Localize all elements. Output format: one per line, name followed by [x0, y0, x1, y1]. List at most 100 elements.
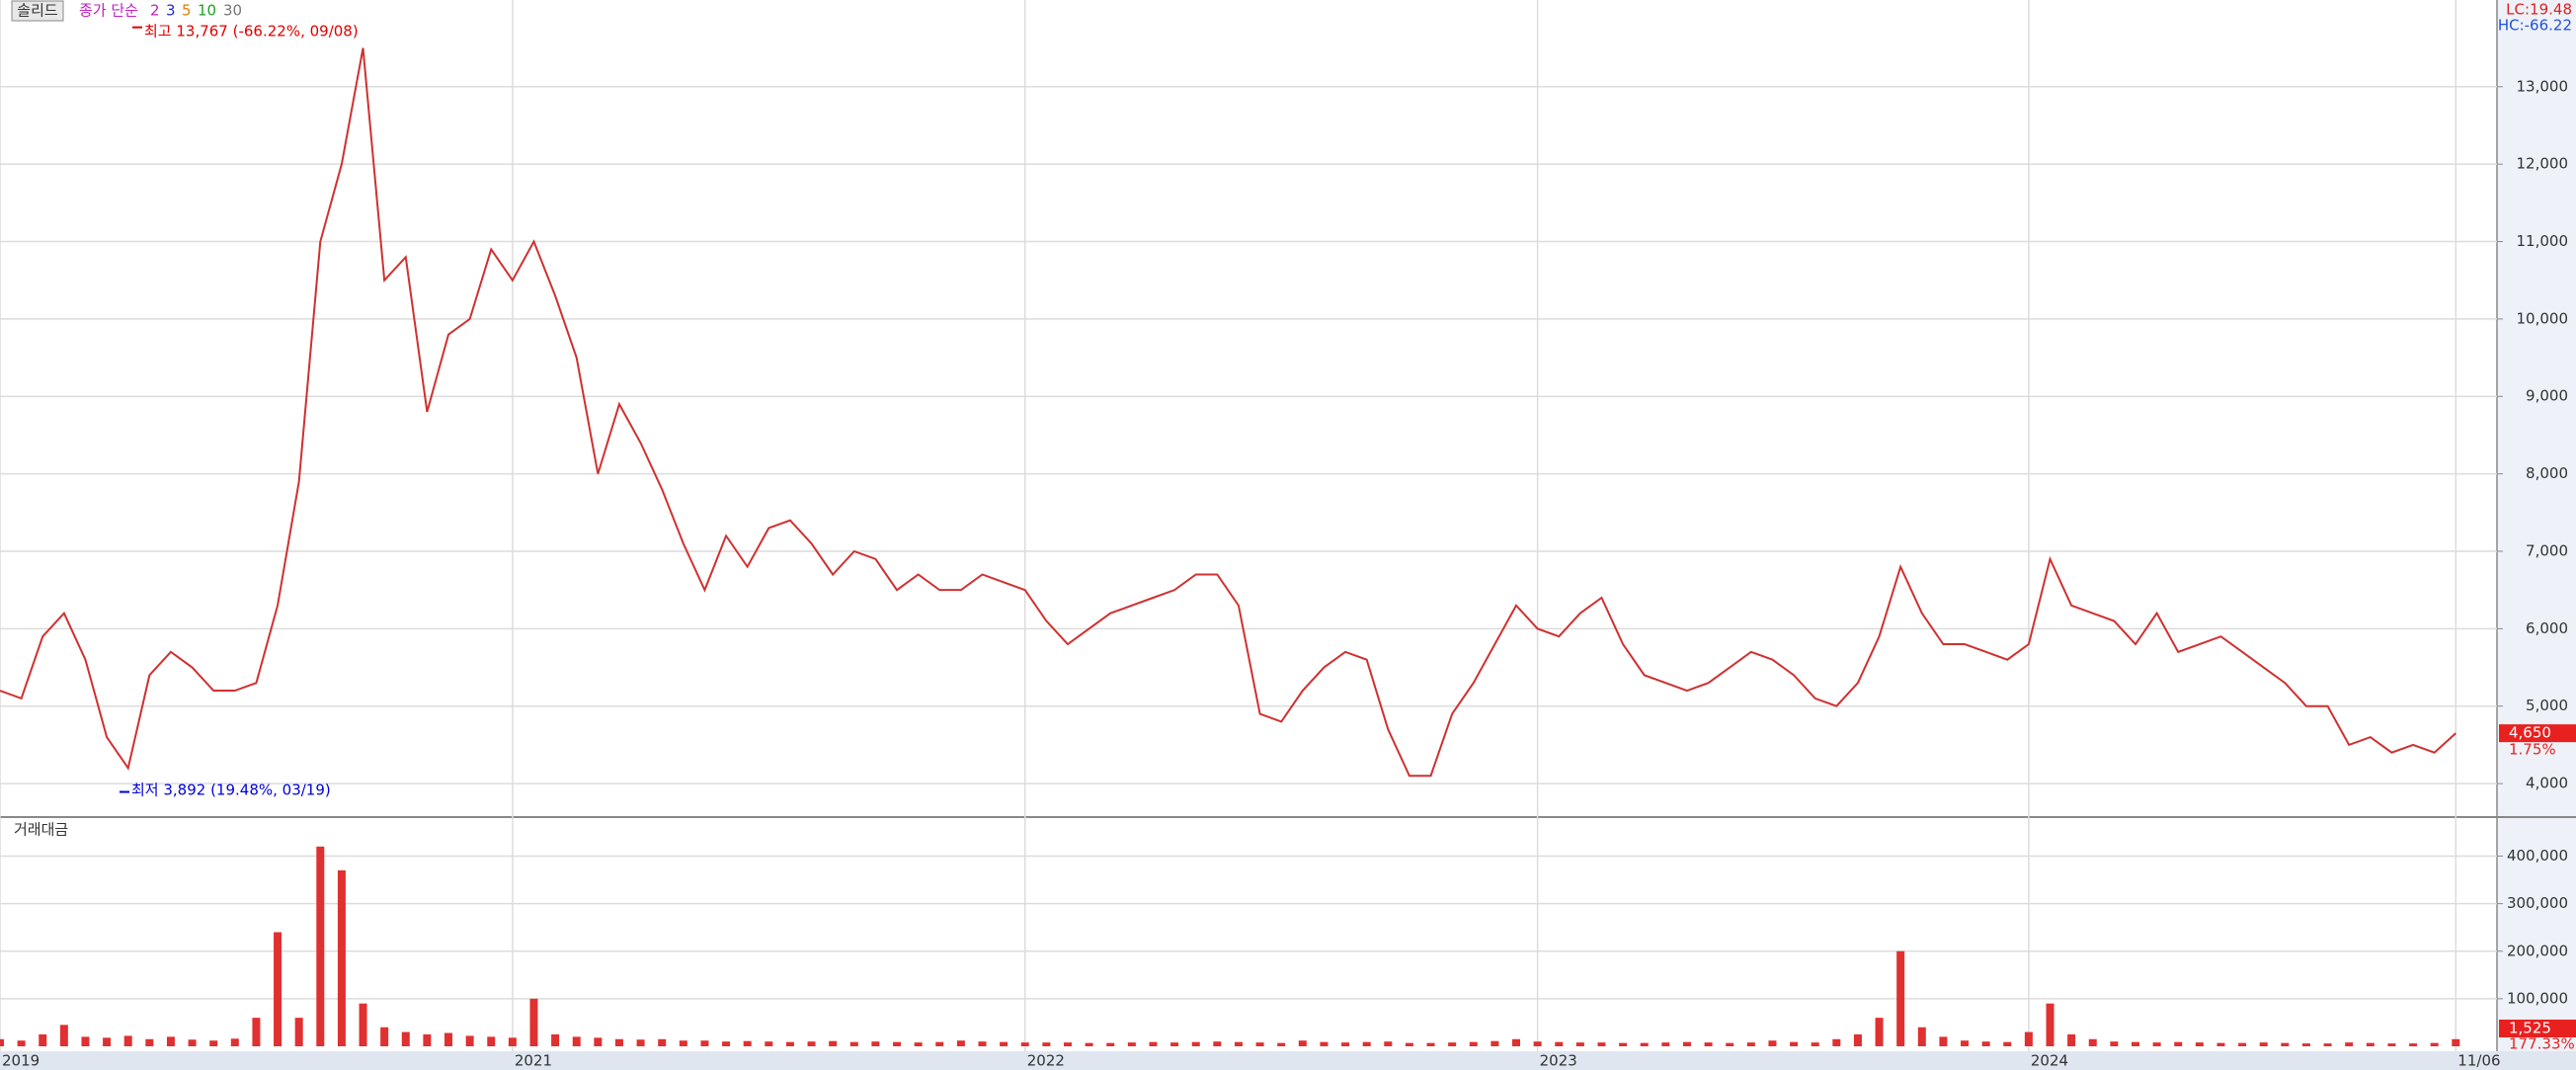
style-button[interactable] — [11, 0, 64, 22]
last-volume-box — [2499, 1020, 2576, 1037]
volume-bar — [743, 1040, 752, 1046]
volume-bar — [1533, 1041, 1542, 1046]
volume-bar — [700, 1040, 709, 1046]
annotation: 최저 3,892 (19.48%, 03/19) — [131, 782, 331, 799]
volume-bar — [1341, 1042, 1350, 1046]
volume-bar — [1106, 1042, 1115, 1046]
volume-bar — [978, 1041, 987, 1046]
volume-bar — [1726, 1042, 1734, 1046]
volume-bar — [1426, 1042, 1435, 1046]
volume-bar — [935, 1041, 944, 1046]
volume-bar — [1277, 1042, 1286, 1046]
volume-bar — [508, 1037, 517, 1046]
volume-bar — [1170, 1042, 1179, 1046]
volume-bar — [1811, 1042, 1819, 1046]
volume-bar — [1640, 1042, 1649, 1046]
y-tick-label: 5,000 — [2526, 697, 2568, 714]
volume-bar — [1255, 1042, 1264, 1046]
ma-period: 3 — [166, 2, 176, 20]
volume-bar — [209, 1040, 218, 1046]
volume-bar — [2238, 1042, 2247, 1046]
volume-bar — [1020, 1042, 1029, 1046]
ma-period: 30 — [223, 2, 242, 20]
x-axis-bar — [0, 1051, 2576, 1070]
x-tick-label: 2022 — [1027, 1052, 1065, 1070]
x-tick-label: 2023 — [1540, 1052, 1577, 1070]
last-change: 1.75% — [2509, 741, 2556, 759]
volume-bar — [829, 1040, 838, 1046]
ma-period: 10 — [198, 2, 216, 20]
volume-bar — [2024, 1031, 2033, 1046]
volume-bar — [1682, 1041, 1691, 1046]
volume-bar — [2452, 1038, 2460, 1046]
volume-bar — [1832, 1038, 1841, 1046]
last-price-box — [2499, 724, 2576, 743]
volume-bar — [614, 1038, 623, 1046]
x-tick-label: 11/06 — [2457, 1052, 2500, 1070]
lc-label: LC:19.48 — [2506, 1, 2572, 19]
volume-bar — [1853, 1033, 1862, 1046]
volume-bar — [145, 1038, 154, 1046]
chart-style[interactable]: 솔리드 — [17, 2, 58, 20]
volume-bar — [1149, 1041, 1158, 1046]
volume-bar — [1384, 1041, 1393, 1046]
volume-bar — [188, 1039, 197, 1046]
volume-bar — [1768, 1040, 1777, 1046]
volume-bar — [914, 1042, 923, 1046]
volume-bar — [423, 1033, 432, 1046]
volume-bar — [1298, 1040, 1307, 1046]
volume-bar — [1981, 1041, 1990, 1046]
volume-bar — [359, 1003, 367, 1046]
volume-bar — [2088, 1038, 2097, 1046]
volume-bar — [722, 1041, 731, 1046]
volume-bar — [2323, 1043, 2332, 1046]
x-tick-label: 2019 — [2, 1052, 40, 1070]
ma-period: 5 — [182, 2, 192, 20]
volume-bar — [956, 1040, 965, 1046]
volume-bar — [2195, 1042, 2204, 1046]
y-tick-label: 12,000 — [2517, 155, 2569, 173]
volume-bar — [2366, 1042, 2375, 1046]
volume-bar — [2110, 1041, 2119, 1046]
volume-bar — [1555, 1041, 1564, 1046]
y-tick-label: 7,000 — [2526, 541, 2568, 559]
volume-bar — [679, 1040, 687, 1046]
volume-bar — [2387, 1043, 2396, 1046]
volume-bar — [636, 1039, 645, 1046]
volume-bar — [658, 1038, 667, 1046]
volume-bar — [1042, 1042, 1051, 1046]
y-tick-label: 4,000 — [2526, 775, 2568, 792]
y-tick-label: 400,000 — [2507, 847, 2568, 864]
volume-bar — [17, 1040, 26, 1046]
volume-bar — [2132, 1041, 2139, 1046]
volume-bar — [337, 869, 346, 1046]
volume-bar — [2216, 1042, 2225, 1046]
volume-bar — [1490, 1040, 1499, 1046]
axis-column — [2497, 0, 2576, 1051]
volume-bar — [380, 1027, 389, 1046]
volume-bar — [1575, 1042, 1584, 1046]
last-volume-change: 177.33% — [2509, 1035, 2575, 1053]
y-tick-label: 300,000 — [2507, 894, 2568, 912]
volume-bar — [2046, 1003, 2054, 1046]
volume-bar — [0, 1038, 4, 1046]
volume-bar — [1704, 1042, 1713, 1046]
volume-bar — [294, 1018, 303, 1046]
volume-bar — [1320, 1041, 1328, 1046]
volume-bar — [1000, 1041, 1008, 1046]
volume-bar — [1512, 1038, 1521, 1046]
volume-bar — [765, 1041, 773, 1046]
volume-bar — [1917, 1027, 1926, 1046]
volume-title: 거래대금 — [14, 821, 68, 839]
volume-bar — [1362, 1041, 1371, 1046]
volume-bar — [1790, 1041, 1799, 1046]
volume-bar — [401, 1031, 410, 1046]
y-tick-label: 8,000 — [2526, 464, 2568, 482]
volume-bar — [1746, 1042, 1755, 1046]
volume-bar — [1875, 1018, 1884, 1046]
volume-bar — [1661, 1042, 1670, 1046]
y-tick-label: 6,000 — [2526, 619, 2568, 637]
volume-bar — [2430, 1042, 2439, 1046]
